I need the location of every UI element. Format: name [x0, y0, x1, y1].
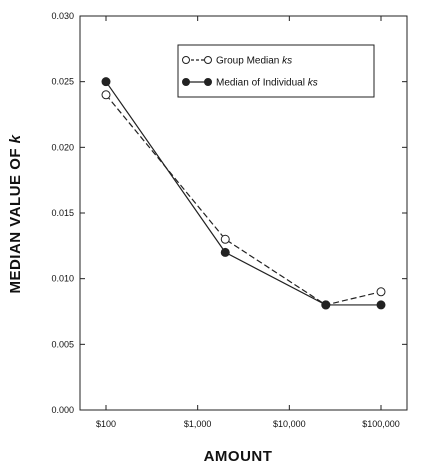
- series-1-point: [376, 287, 386, 297]
- y-tick-label: 0.010: [51, 274, 74, 284]
- x-tick-label: $10,000: [273, 419, 306, 429]
- legend-box: [177, 44, 375, 98]
- legend-marker: [204, 78, 212, 86]
- x-axis-title: AMOUNT: [204, 448, 273, 465]
- series-line-1: [105, 94, 382, 306]
- series-1-point: [220, 234, 230, 244]
- y-tick-label: 0.005: [51, 339, 74, 349]
- y-tick-label: 0.000: [51, 405, 74, 415]
- x-tick-label: $1,000: [184, 419, 212, 429]
- series-2-point: [376, 300, 386, 310]
- y-tick-label: 0.025: [51, 77, 74, 87]
- series-line-2: [105, 81, 381, 306]
- legend-marker: [204, 56, 212, 64]
- legend-label-2: Median of Individual ks: [216, 78, 318, 89]
- x-tick-label: $100,000: [362, 419, 400, 429]
- y-tick-label: 0.020: [51, 142, 74, 152]
- y-axis-title: MEDIAN VALUE OF k: [7, 134, 24, 293]
- series-2-point: [321, 300, 331, 310]
- series-2-point: [101, 77, 111, 87]
- legend-marker: [182, 56, 190, 64]
- y-tick-label: 0.030: [51, 11, 74, 21]
- y-tick-label: 0.015: [51, 208, 74, 218]
- series-1-point: [101, 90, 111, 100]
- series-2-point: [220, 247, 230, 257]
- legend-label-1: Group Median ks: [216, 56, 292, 67]
- legend-marker: [182, 78, 190, 86]
- x-tick-label: $100: [96, 419, 116, 429]
